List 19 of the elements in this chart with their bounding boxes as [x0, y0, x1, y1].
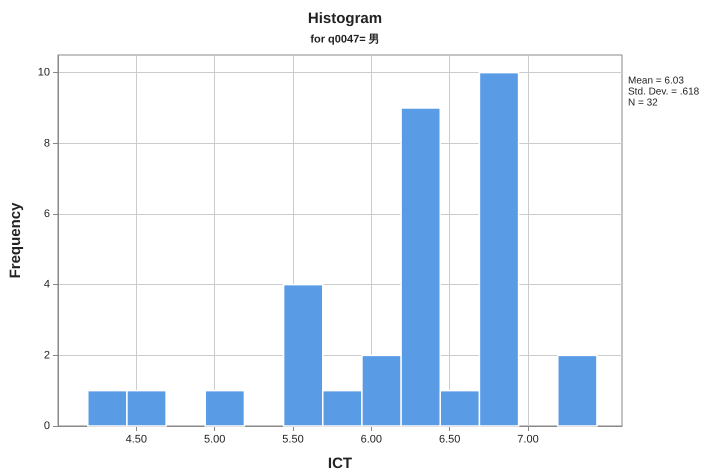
chart-title: Histogram [308, 10, 382, 27]
y-tick-label: 6 [44, 208, 50, 220]
text: N = 32 [628, 98, 658, 108]
y-tick-label: 8 [44, 137, 50, 150]
text: Mean = 6.03 [628, 76, 684, 86]
y-tick-label: 4 [44, 278, 50, 291]
text: Std. Dev. = .618 [628, 86, 700, 98]
y-tick-label: 0 [44, 420, 50, 432]
x-tick-label: 5.00 [204, 434, 226, 446]
chart-subtitle: for q0047= 男 [310, 34, 380, 46]
y-axis-title: Frequency [7, 202, 24, 278]
x-tick-label: 6.50 [438, 434, 460, 446]
x-tick-label: 7.00 [517, 434, 539, 446]
x-tick-label: 5.50 [282, 434, 304, 446]
x-tick-label: 6.00 [360, 434, 382, 446]
y-tick-label: 10 [38, 66, 50, 79]
y-tick-label: 2 [44, 349, 50, 362]
x-axis-title: ICT [328, 455, 352, 472]
x-tick-label: 4.50 [126, 434, 148, 446]
